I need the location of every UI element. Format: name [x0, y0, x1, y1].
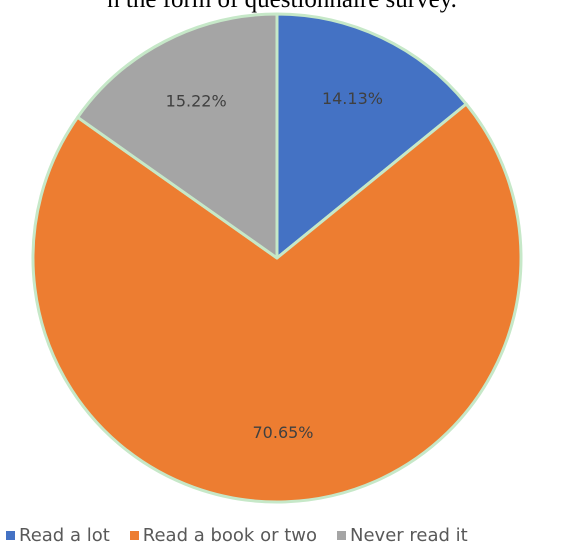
- legend-item-never-read-it: Never read it: [337, 525, 468, 546]
- data-label-never-read-it: 15.22%: [166, 92, 227, 111]
- legend-item-read-a-book-or-two: Read a book or two: [129, 525, 318, 546]
- pie-data-labels: 14.13% 70.65% 15.22%: [166, 89, 383, 442]
- pie-slice-never-read-it: [76, 12, 279, 260]
- legend-swatch-read-a-lot: [6, 531, 15, 540]
- caption-text: n the form of questionnaire survey.: [0, 0, 564, 14]
- pie-slices: [31, 12, 523, 504]
- legend-swatch-never-read-it: [337, 531, 347, 540]
- pie-slice-read-a-lot: [275, 12, 468, 260]
- legend-label-never-read-it: Never read it: [350, 525, 468, 546]
- chart-legend: Read a lot Read a book or two Never read…: [6, 525, 564, 546]
- pie-slice-read-a-book-or-two: [31, 102, 523, 504]
- legend-item-read-a-lot: Read a lot: [6, 525, 110, 546]
- data-label-read-a-book-or-two: 70.65%: [253, 423, 314, 442]
- pie-chart: 14.13% 70.65% 15.22%: [31, 12, 523, 504]
- legend-label-read-a-book-or-two: Read a book or two: [142, 525, 318, 546]
- legend-label-read-a-lot: Read a lot: [19, 525, 110, 546]
- data-label-read-a-lot: 14.13%: [322, 89, 383, 108]
- legend-swatch-read-a-book-or-two: [129, 531, 139, 540]
